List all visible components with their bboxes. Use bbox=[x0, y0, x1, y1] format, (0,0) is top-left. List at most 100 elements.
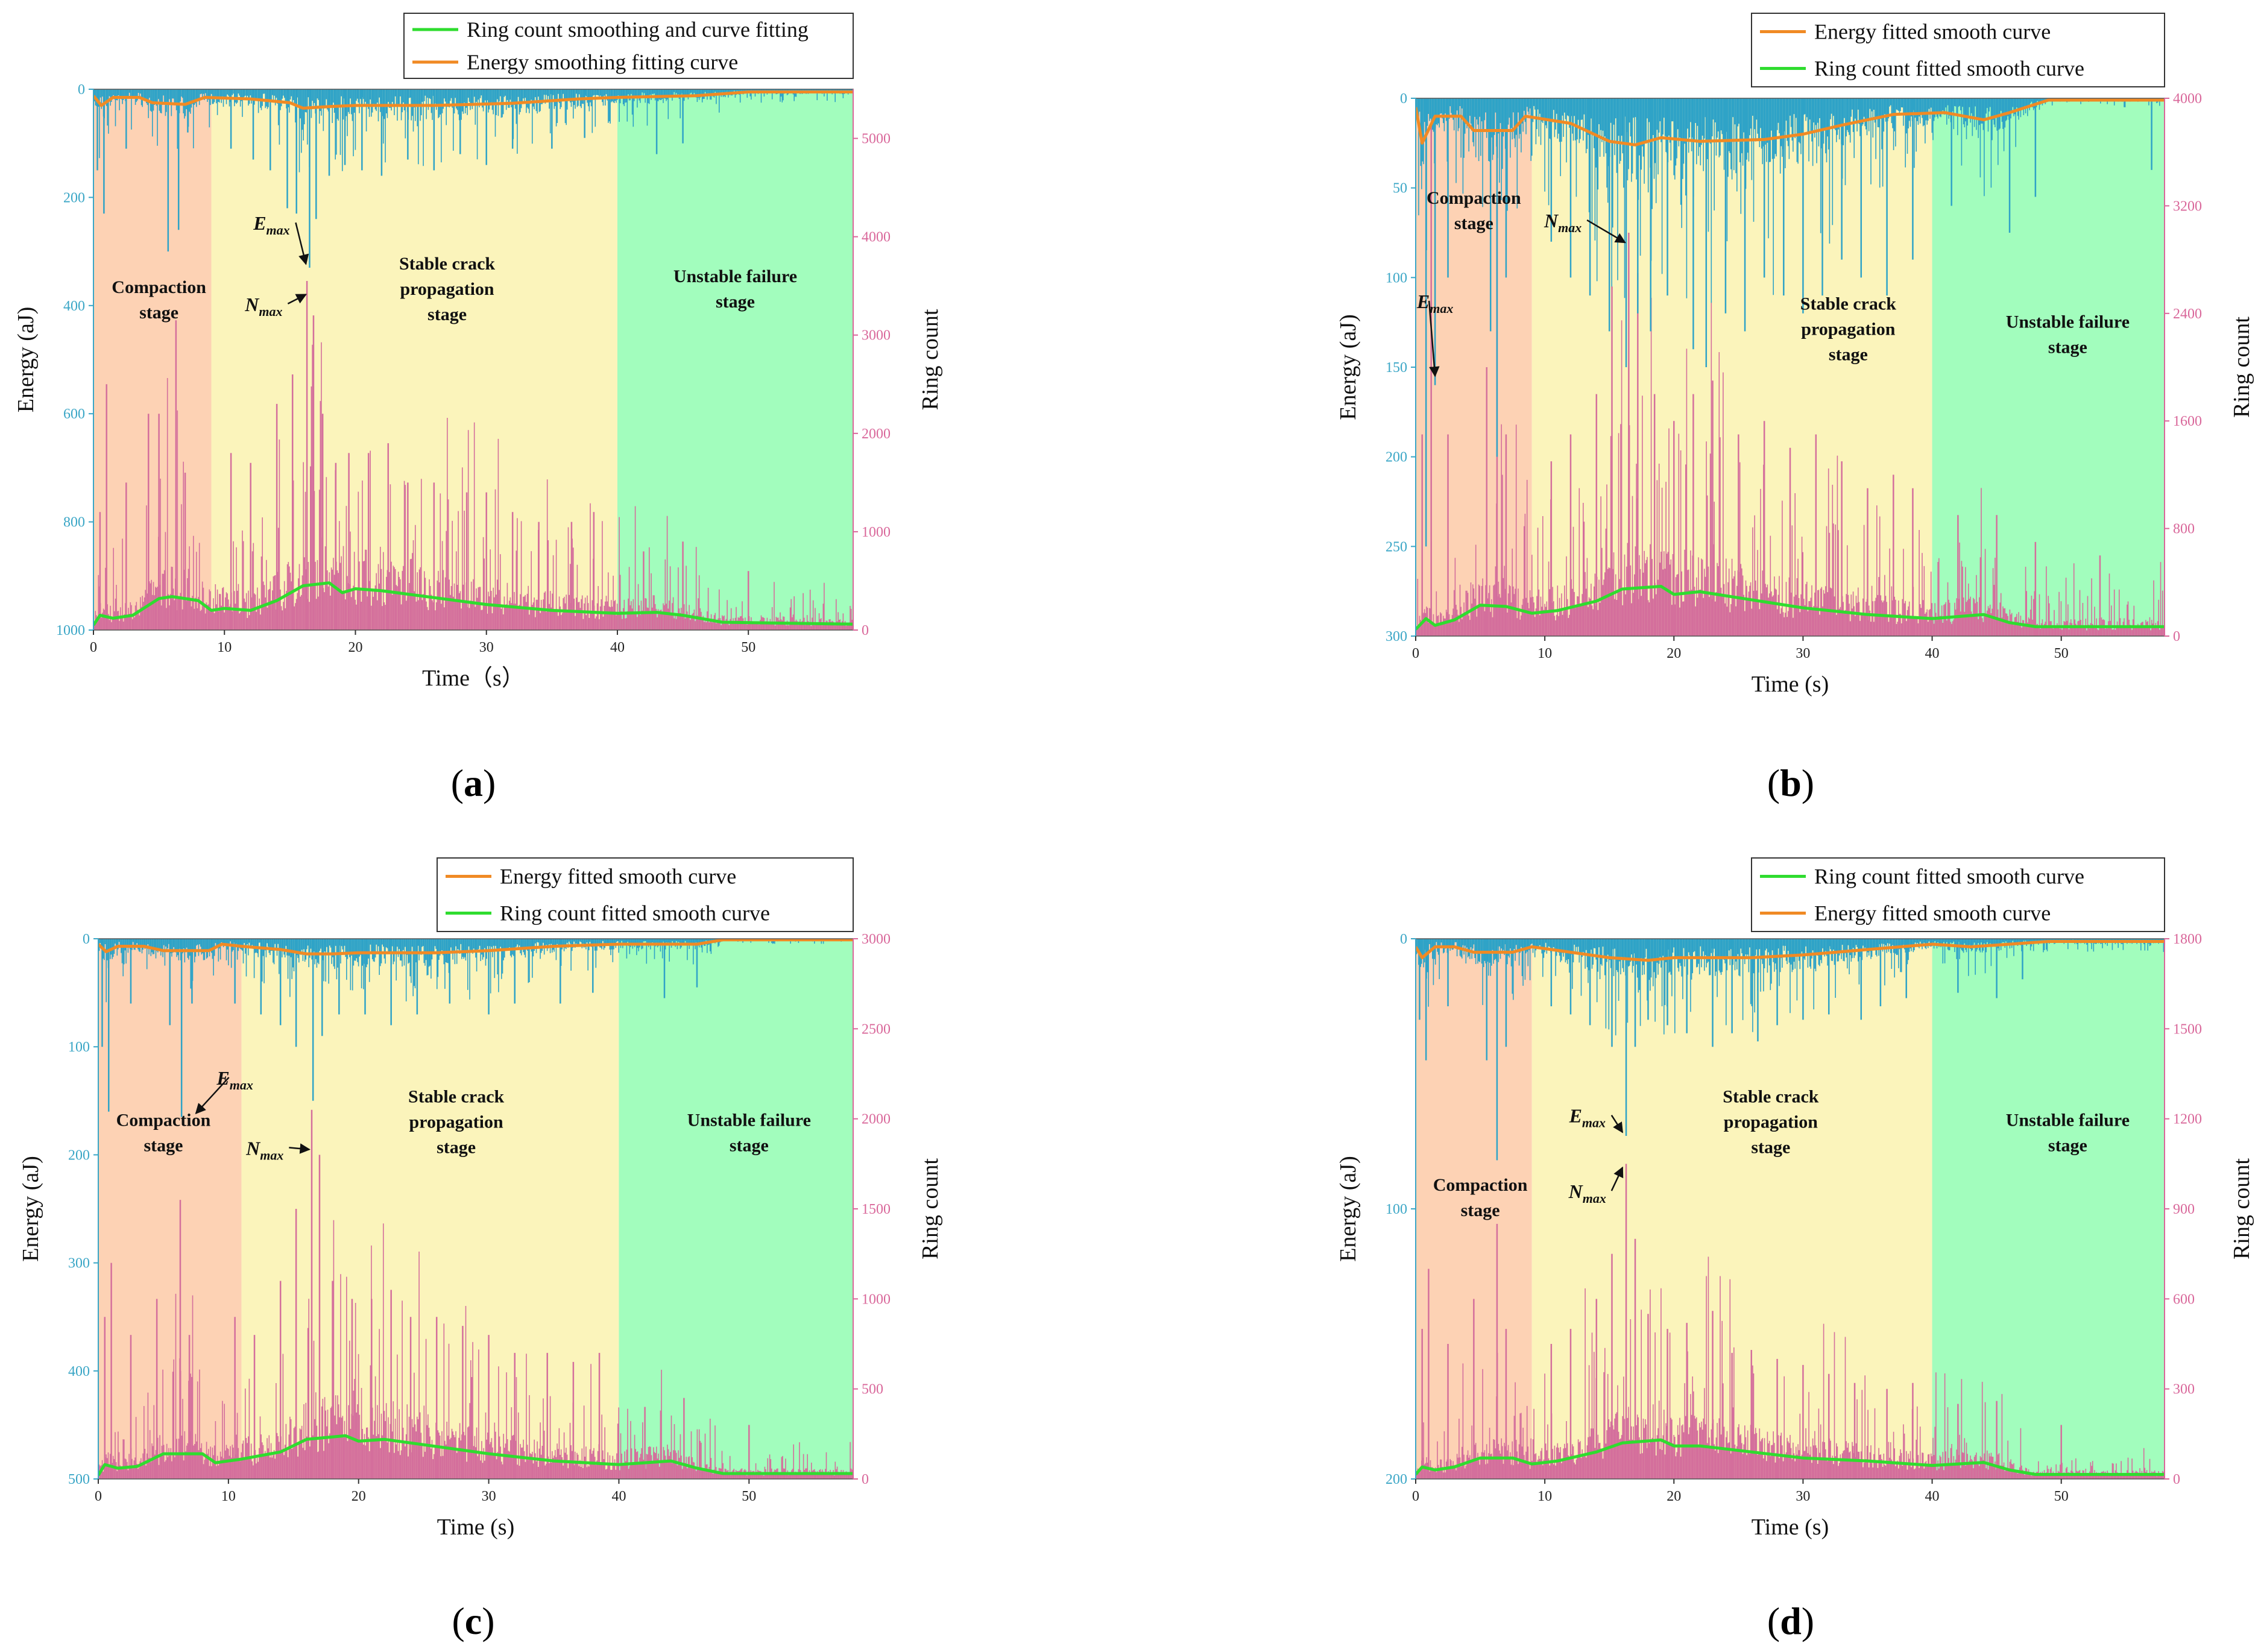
right-tick-label: 2400 bbox=[2173, 306, 2202, 322]
plot-area bbox=[93, 89, 853, 630]
x-tick-label: 0 bbox=[1412, 1489, 1419, 1504]
left-tick-label: 100 bbox=[1386, 1202, 1407, 1217]
legend-label-ring: Ring count smoothing and curve fitting bbox=[467, 17, 809, 42]
panel-label: (d) bbox=[1767, 1600, 1814, 1642]
energy-fitted-curve bbox=[1416, 98, 2165, 147]
stage-label-unstable: stage bbox=[2048, 337, 2087, 357]
x-tick-label: 20 bbox=[1667, 646, 1681, 661]
panel-label: (a) bbox=[451, 761, 496, 804]
stage-label-stable: propagation bbox=[1801, 319, 1895, 339]
left-tick-label: 300 bbox=[68, 1256, 90, 1272]
stage-bg-compaction bbox=[93, 89, 212, 630]
stage-label-unstable: Unstable failure bbox=[673, 266, 797, 286]
left-tick-label: 0 bbox=[83, 932, 90, 947]
right-tick-label: 4000 bbox=[862, 230, 891, 245]
nmax-label: Nmax bbox=[1568, 1181, 1606, 1206]
x-axis-title: Time（s） bbox=[422, 666, 525, 691]
right-axis-title: Ring count bbox=[2229, 317, 2254, 418]
stage-bg-stable bbox=[1531, 98, 1932, 636]
legend: Ring count fitted smooth curve Energy fit… bbox=[1751, 857, 2165, 932]
left-tick-label: 1000 bbox=[56, 623, 85, 638]
ring-count-bars bbox=[93, 342, 853, 630]
left-axis-title: Energy (aJ) bbox=[1336, 314, 1361, 420]
left-tick-label: 0 bbox=[1400, 932, 1407, 947]
nmax-arrow bbox=[287, 294, 307, 304]
ring-count-bars bbox=[98, 1220, 853, 1479]
emax-arrow bbox=[1610, 1114, 1624, 1133]
stage-label-unstable: stage bbox=[2048, 1136, 2087, 1156]
left-tick-label: 500 bbox=[68, 1472, 90, 1487]
right-tick-label: 1000 bbox=[862, 1291, 891, 1307]
left-tick-label: 100 bbox=[68, 1039, 90, 1055]
nmax-label: Nmax bbox=[1544, 210, 1582, 235]
right-tick-label: 3000 bbox=[862, 328, 891, 344]
stage-label-stable: stage bbox=[1829, 344, 1868, 364]
stage-label-compaction: Compaction bbox=[116, 1111, 211, 1130]
nmax-label: Nmax bbox=[245, 1137, 283, 1162]
x-tick-label: 0 bbox=[1412, 646, 1419, 661]
x-tick-label: 0 bbox=[95, 1489, 102, 1504]
stage-label-unstable: stage bbox=[730, 1136, 769, 1156]
left-tick-label: 200 bbox=[1386, 1472, 1407, 1487]
nmax-arrow bbox=[1586, 219, 1626, 244]
right-tick-label: 0 bbox=[862, 1472, 869, 1487]
x-tick-label: 40 bbox=[611, 1489, 626, 1504]
chart-panel-a: 0 200 400 600 800 1000 0 1000 2000 3000 4000 5000 0 1… bbox=[13, 13, 943, 804]
legend-box bbox=[437, 857, 854, 932]
right-axis-title: Ring count bbox=[2229, 1158, 2254, 1259]
right-tick-label: 1500 bbox=[862, 1202, 891, 1217]
left-tick-label: 800 bbox=[63, 515, 85, 531]
stage-bg-unstable bbox=[617, 89, 853, 630]
x-tick-label: 10 bbox=[217, 640, 232, 655]
chart-panel-b: 0 50 100 150 200 250 300 0 800 1600 2400 3200 4000 0 1… bbox=[1336, 13, 2254, 804]
right-tick-label: 1500 bbox=[2173, 1021, 2202, 1037]
stage-label-stable: stage bbox=[437, 1138, 476, 1158]
energy-fitted-curve bbox=[93, 90, 853, 110]
stage-label-stable: stage bbox=[1751, 1138, 1790, 1158]
panel-label: (c) bbox=[452, 1600, 494, 1642]
left-tick-label: 400 bbox=[68, 1364, 90, 1379]
left-axis-title: Energy (aJ) bbox=[13, 307, 39, 413]
left-tick-label: 0 bbox=[1400, 91, 1407, 107]
plot-area bbox=[1416, 939, 2165, 1479]
stage-label-compaction: stage bbox=[139, 303, 178, 323]
left-tick-label: 200 bbox=[63, 190, 85, 206]
legend: Ring count smoothing and curve fitting En… bbox=[403, 13, 854, 79]
plot-area bbox=[98, 939, 853, 1479]
right-tick-label: 2000 bbox=[862, 426, 891, 442]
legend-box bbox=[1751, 13, 2165, 87]
emax-arrow bbox=[195, 1077, 230, 1114]
legend-label-energy: Energy smoothing fitting curve bbox=[467, 50, 738, 74]
legend-box bbox=[403, 13, 854, 79]
x-tick-label: 50 bbox=[2054, 1489, 2069, 1504]
stage-bg-unstable bbox=[1932, 98, 2165, 636]
x-tick-label: 40 bbox=[1925, 646, 1940, 661]
stage-label-compaction: Compaction bbox=[1433, 1175, 1528, 1195]
energy-fitted-curve bbox=[1416, 940, 2165, 962]
emax-label: Emax bbox=[1569, 1105, 1606, 1130]
stage-label-stable: propagation bbox=[400, 279, 494, 299]
right-tick-label: 800 bbox=[2173, 522, 2195, 537]
right-tick-label: 300 bbox=[2173, 1382, 2195, 1398]
x-tick-label: 20 bbox=[348, 640, 362, 655]
x-tick-label: 10 bbox=[1537, 646, 1552, 661]
left-tick-label: 600 bbox=[63, 406, 85, 422]
right-tick-label: 3000 bbox=[862, 932, 891, 947]
left-tick-label: 200 bbox=[68, 1147, 90, 1163]
stage-bg-unstable bbox=[619, 939, 853, 1479]
x-tick-label: 10 bbox=[1537, 1489, 1552, 1504]
right-tick-label: 900 bbox=[2173, 1202, 2195, 1217]
left-tick-label: 300 bbox=[1386, 629, 1407, 645]
x-tick-label: 50 bbox=[742, 1489, 756, 1504]
right-tick-label: 500 bbox=[862, 1382, 883, 1398]
ring-count-fitted-curve bbox=[1416, 1438, 2165, 1476]
x-tick-label: 40 bbox=[1925, 1489, 1940, 1504]
x-tick-label: 20 bbox=[1667, 1489, 1681, 1504]
legend-label-energy: Energy fitted smooth curve bbox=[1814, 20, 2051, 44]
legend-label-energy: Energy fitted smooth curve bbox=[500, 865, 736, 889]
x-tick-label: 50 bbox=[2054, 646, 2069, 661]
stage-label-compaction: Compaction bbox=[112, 277, 206, 297]
x-tick-label: 40 bbox=[610, 640, 625, 655]
